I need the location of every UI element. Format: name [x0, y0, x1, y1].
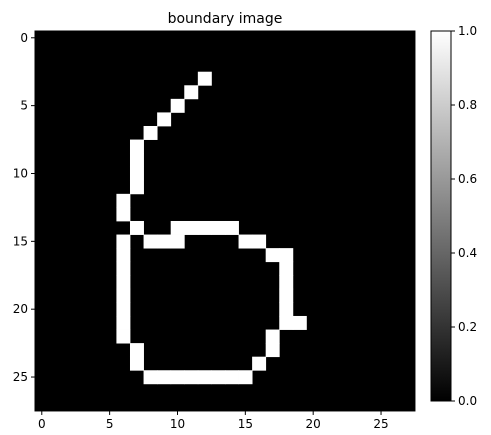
y-tick-label: 25 [13, 370, 28, 384]
white-pixel [129, 343, 144, 358]
white-pixel [170, 220, 185, 235]
white-pixel [129, 220, 144, 235]
white-pixel [197, 370, 212, 385]
white-pixel [116, 288, 131, 303]
x-tick-label: 20 [306, 417, 321, 431]
colorbar-tick-label: 0.2 [458, 320, 477, 334]
white-pixel [116, 193, 131, 208]
white-pixel [184, 220, 199, 235]
colorbar-gradient [430, 30, 452, 402]
x-axis: 0 5 10 15 20 25 [38, 410, 389, 431]
y-tick-label: 20 [13, 302, 28, 316]
white-pixel [184, 85, 199, 100]
white-pixel [129, 180, 144, 195]
white-pixel [197, 71, 212, 86]
white-pixel [129, 139, 144, 154]
white-pixel [197, 220, 212, 235]
white-pixel [157, 112, 172, 127]
colorbar-tick-label: 0.6 [458, 172, 477, 186]
white-pixel [157, 370, 172, 385]
colorbar: 0.0 0.2 0.4 0.6 0.8 1.0 [430, 24, 477, 408]
white-pixel [129, 166, 144, 181]
white-pixel [116, 207, 131, 222]
white-pixel [170, 370, 185, 385]
colorbar-tick-label: 1.0 [458, 24, 477, 38]
white-pixel [143, 370, 158, 385]
white-pixel [279, 288, 294, 303]
x-tick-label: 5 [106, 417, 114, 431]
white-pixel [265, 248, 280, 263]
white-pixel [116, 234, 131, 249]
colorbar-tick-label: 0.4 [458, 246, 477, 260]
white-pixel [184, 370, 199, 385]
white-pixel [252, 234, 267, 249]
white-pixel [143, 125, 158, 140]
white-pixel [211, 370, 226, 385]
white-pixel [252, 356, 267, 371]
white-pixel [116, 302, 131, 317]
white-pixel [279, 315, 294, 330]
white-pixel [129, 356, 144, 371]
white-pixel [116, 261, 131, 276]
white-pixel [292, 315, 307, 330]
colorbar-tick-label: 0.0 [458, 394, 477, 408]
white-pixel [116, 248, 131, 263]
x-tick-label: 25 [373, 417, 388, 431]
white-pixel [279, 248, 294, 263]
white-pixel [265, 329, 280, 344]
white-pixel [238, 234, 253, 249]
y-tick-label: 0 [20, 31, 28, 45]
white-pixel [224, 220, 239, 235]
x-tick-label: 0 [38, 417, 46, 431]
white-pixel [170, 98, 185, 113]
y-axis: 0 5 10 15 20 25 [13, 31, 35, 384]
x-tick-label: 10 [170, 417, 185, 431]
white-pixel [116, 315, 131, 330]
white-pixel [116, 329, 131, 344]
colorbar-tick-label: 0.8 [458, 98, 477, 112]
plot-frame [34, 30, 416, 412]
x-tick-label: 15 [238, 417, 253, 431]
white-pixel [238, 370, 253, 385]
white-pixel [211, 220, 226, 235]
white-pixel [157, 234, 172, 249]
y-tick-label: 10 [13, 166, 28, 180]
y-tick-label: 15 [13, 234, 28, 248]
white-pixel [129, 153, 144, 168]
white-pixel [224, 370, 239, 385]
white-pixel [279, 275, 294, 290]
white-pixel [279, 261, 294, 276]
white-pixel [143, 234, 158, 249]
chart-title: boundary image [168, 11, 283, 27]
white-pixel [170, 234, 185, 249]
heatmap-plot [34, 30, 416, 412]
y-tick-label: 5 [20, 99, 28, 113]
white-pixel [265, 343, 280, 358]
white-pixel [279, 302, 294, 317]
white-pixel [116, 275, 131, 290]
